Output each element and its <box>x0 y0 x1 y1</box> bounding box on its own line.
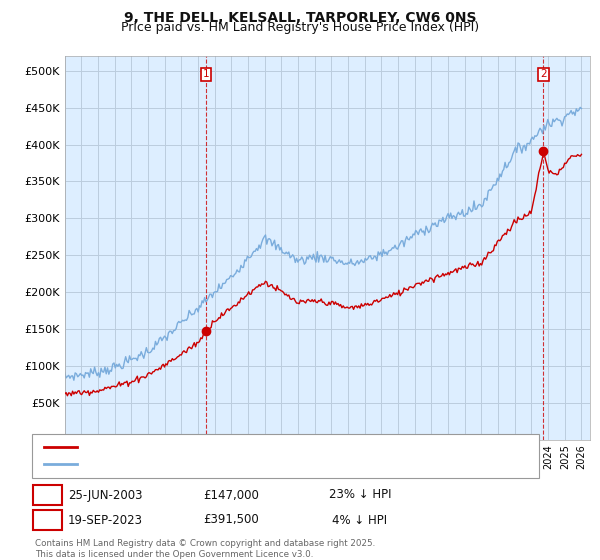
Text: 1: 1 <box>43 488 52 502</box>
Text: Price paid vs. HM Land Registry's House Price Index (HPI): Price paid vs. HM Land Registry's House … <box>121 21 479 34</box>
Text: 19-SEP-2023: 19-SEP-2023 <box>67 514 143 526</box>
Text: £391,500: £391,500 <box>203 514 259 526</box>
Text: 25-JUN-2003: 25-JUN-2003 <box>68 488 142 502</box>
Text: 23% ↓ HPI: 23% ↓ HPI <box>329 488 391 502</box>
Text: 9, THE DELL, KELSALL, TARPORLEY, CW6 0NS: 9, THE DELL, KELSALL, TARPORLEY, CW6 0NS <box>124 11 476 25</box>
Text: £147,000: £147,000 <box>203 488 259 502</box>
Text: 9, THE DELL, KELSALL, TARPORLEY, CW6 0NS (detached house): 9, THE DELL, KELSALL, TARPORLEY, CW6 0NS… <box>84 442 432 452</box>
Text: Contains HM Land Registry data © Crown copyright and database right 2025.
This d: Contains HM Land Registry data © Crown c… <box>35 539 375 559</box>
Text: HPI: Average price, detached house, Cheshire West and Chester: HPI: Average price, detached house, Ches… <box>84 459 434 469</box>
Text: 2: 2 <box>540 69 547 80</box>
Text: 4% ↓ HPI: 4% ↓ HPI <box>332 514 388 526</box>
Text: 2: 2 <box>43 514 52 526</box>
Text: 1: 1 <box>203 69 209 80</box>
